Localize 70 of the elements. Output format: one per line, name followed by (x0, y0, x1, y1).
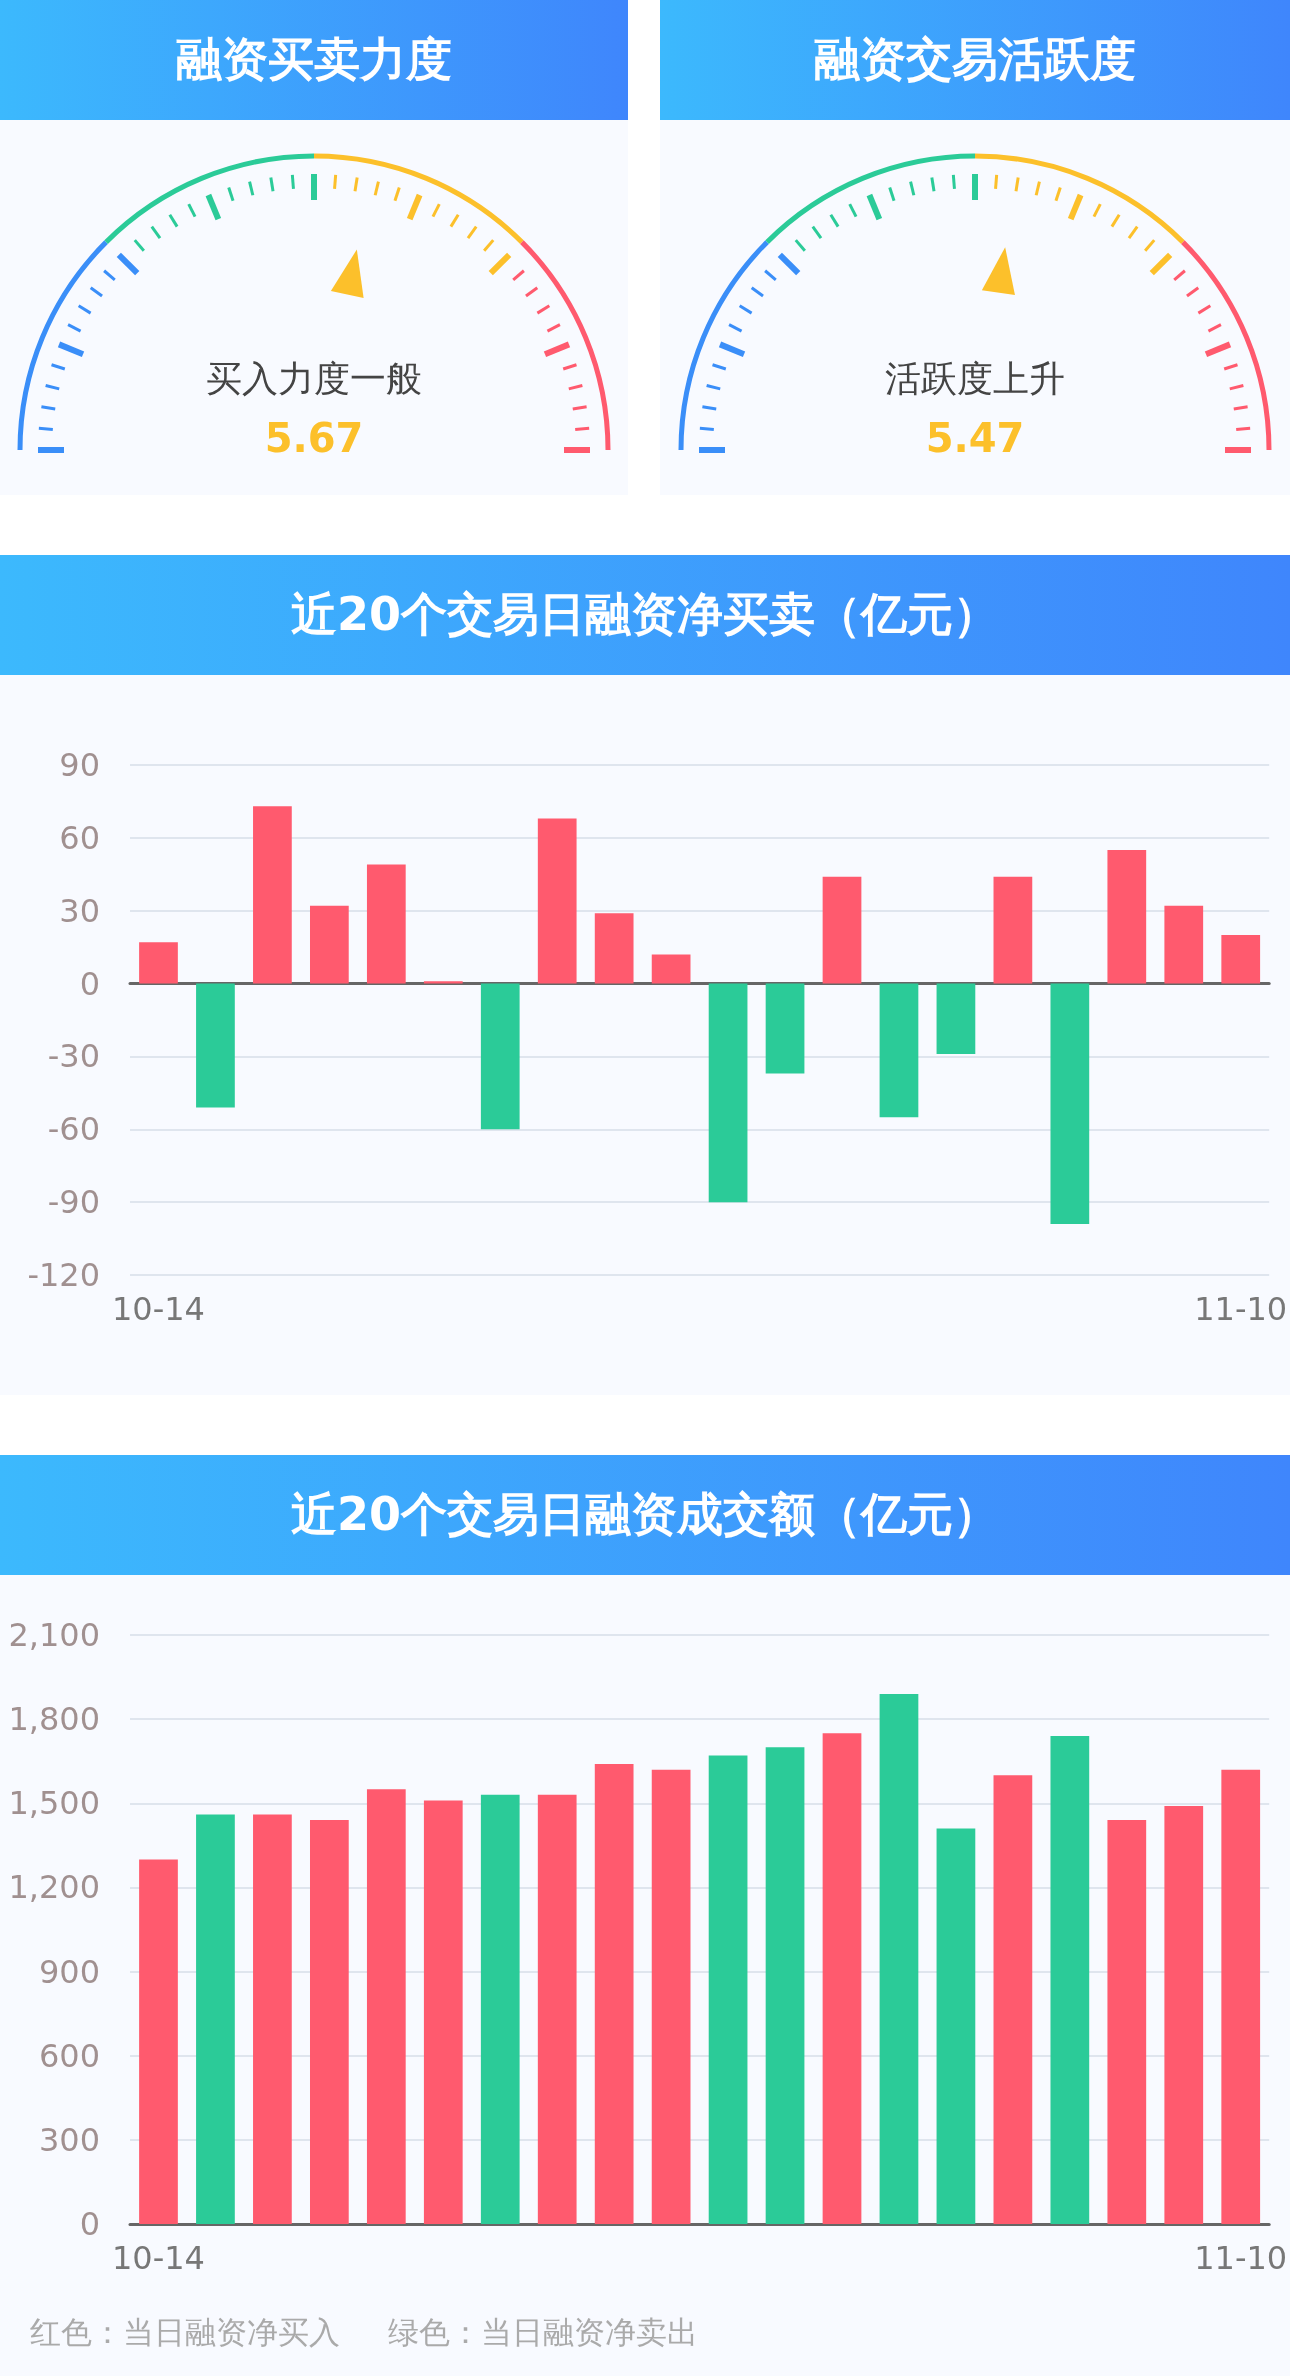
y-tick-label: -30 (47, 1037, 100, 1076)
bar (765, 983, 805, 1074)
y-tick-label: 0 (79, 2205, 100, 2243)
bar (651, 1769, 691, 2224)
y-tick-label: 60 (59, 818, 100, 857)
y-tick-label: 30 (59, 891, 100, 930)
bar (936, 1828, 976, 2224)
bar (822, 1733, 862, 2224)
bar (594, 1764, 634, 2224)
y-tick-label: 2,100 (8, 1616, 100, 1654)
bar (708, 1755, 748, 2224)
bar (765, 1747, 805, 2224)
text: 活跃度上升 (884, 357, 1066, 401)
bar (1050, 983, 1090, 1224)
bar (480, 983, 520, 1130)
chart-title: 近20个交易日融资成交额（亿元） (0, 1455, 1290, 1575)
bar (993, 1775, 1033, 2224)
bar (1107, 850, 1147, 984)
x-tick-label: 10-14 (111, 1290, 205, 1328)
bar (196, 1814, 235, 2224)
data-label: 5.47 (924, 415, 1026, 461)
bar (1164, 1806, 1204, 2224)
bar (423, 1800, 463, 2224)
bar (1107, 1820, 1147, 2224)
bar (139, 942, 178, 984)
text: 融资交易活跃度 (660, 0, 1290, 120)
y-tick-label: -90 (47, 1183, 100, 1222)
bar (366, 1789, 406, 2224)
y-tick-label: 1,200 (8, 1868, 100, 1907)
bar (537, 818, 577, 984)
bar (253, 806, 292, 984)
bar (822, 876, 862, 984)
text: 红色：当日融资净买入 (30, 2314, 340, 2350)
bar (708, 983, 748, 1203)
bar (253, 1814, 292, 2224)
text: 绿色：当日融资净卖出 (388, 2314, 698, 2350)
bar (936, 983, 976, 1054)
y-tick-label: 1,500 (8, 1784, 100, 1823)
bar (1221, 935, 1261, 984)
text: 买入力度一般 (205, 357, 423, 401)
bar (993, 876, 1033, 984)
bar (1221, 1769, 1261, 2224)
bar (139, 1859, 178, 2224)
bar (1050, 1735, 1090, 2224)
bar (537, 1794, 577, 2224)
data-label: 5.67 (263, 415, 365, 461)
bar (309, 1820, 349, 2224)
y-tick-label: 0 (79, 964, 100, 1003)
bar (309, 905, 349, 984)
bar (651, 954, 691, 984)
bar (480, 1794, 520, 2224)
y-tick-label: 90 (59, 746, 100, 784)
y-tick-label: 900 (38, 1952, 100, 1991)
chart-title: 近20个交易日融资净买卖（亿元） (0, 555, 1290, 675)
text: 融资买卖力度 (0, 0, 628, 120)
y-tick-label: 300 (38, 2120, 100, 2159)
y-tick-label: 1,800 (8, 1700, 100, 1739)
y-tick-label: -60 (47, 1110, 100, 1149)
y-tick-label: 600 (38, 2036, 100, 2075)
y-tick-label: -120 (27, 1256, 100, 1294)
x-tick-label: 10-14 (111, 2239, 205, 2277)
bar (879, 1693, 919, 2224)
x-tick-label: 11-10 (1194, 2239, 1288, 2277)
bar (594, 913, 634, 984)
bar (1164, 905, 1204, 984)
bar (366, 864, 406, 984)
bar (423, 981, 463, 984)
bar (196, 983, 235, 1108)
bar (879, 983, 919, 1118)
x-tick-label: 11-10 (1194, 1290, 1288, 1328)
